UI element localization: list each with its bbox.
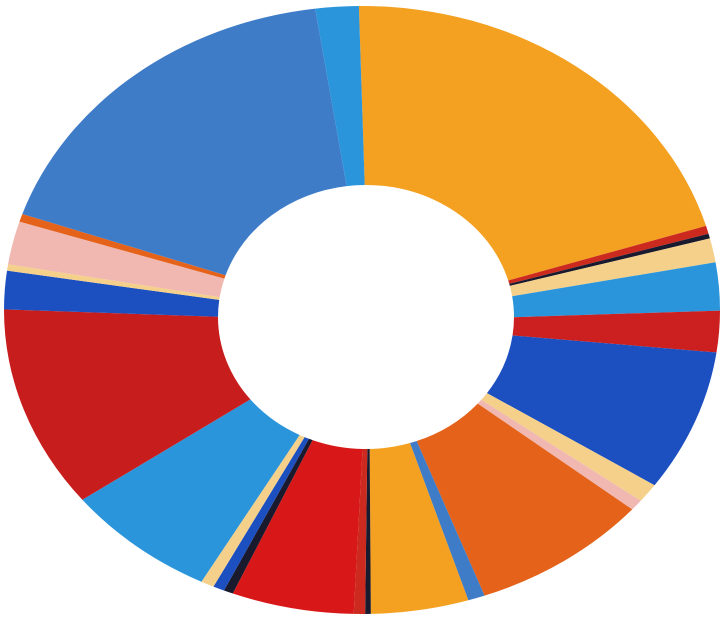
pie-slice-18 [201,434,305,587]
pie-slice-19 [82,399,300,582]
pie-slice-12 [369,443,469,614]
pie-slice-23 [8,221,225,298]
pie-slice-22 [7,264,220,300]
pie-slice-16 [223,438,313,594]
pie-slice-15 [232,440,363,614]
pie-slice-20 [3,309,251,500]
pie-slice-17 [213,437,309,591]
pie-slice-25 [22,8,347,276]
pie-slice-4 [509,238,716,297]
pie-slice-21 [4,270,220,317]
pie-slice-26 [315,6,365,187]
slices-group [3,5,721,615]
pie-slice-5 [512,262,721,318]
pie-slice-1 [358,5,707,281]
pie-slice-9 [477,399,641,510]
pie-slice-2 [508,225,709,284]
pie-slice-11 [409,441,485,601]
pie-slice-6 [512,310,720,353]
pie-slice-3 [509,233,710,286]
pie-slice-24 [19,213,226,279]
pie-slice-8 [481,393,655,501]
pie-slice-7 [486,335,717,486]
pie-slice-10 [416,403,633,596]
pie-slice-13 [365,448,371,614]
pie-slice-14 [353,448,368,615]
